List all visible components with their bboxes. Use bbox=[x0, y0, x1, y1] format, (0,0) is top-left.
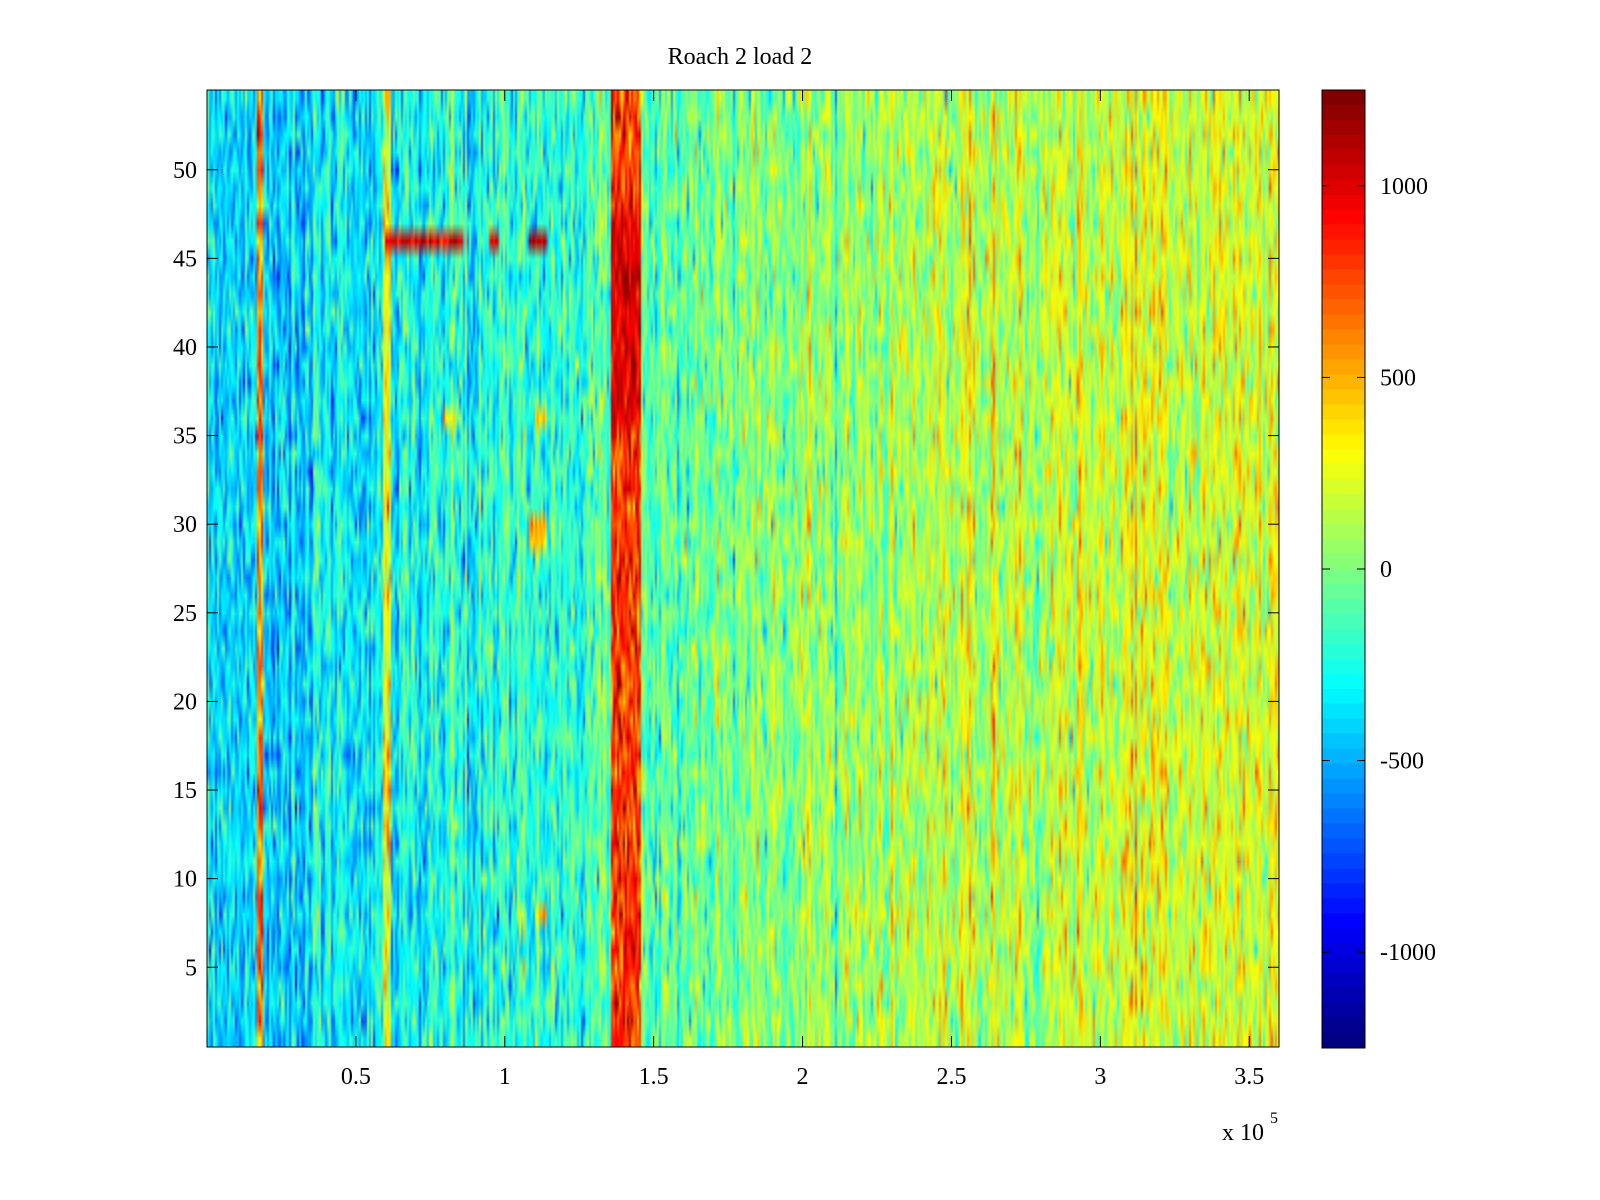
chart-title: Roach 2 load 2 bbox=[668, 44, 813, 70]
heatmap-image bbox=[207, 90, 1279, 1047]
y-tick-label: 35 bbox=[173, 424, 197, 450]
heatmap-plot-area: 0.5 1 1.5 2 2.5 3 3.5 5 10 15 20 25 30 35 40 45 50 bbox=[173, 89, 1280, 1090]
x-tick-label: 0.5 bbox=[341, 1064, 371, 1090]
colorbar-tick-label: -500 bbox=[1380, 749, 1424, 775]
y-tick-label: 50 bbox=[173, 158, 197, 184]
colorbar-tick-label: -1000 bbox=[1380, 940, 1436, 966]
x-tick-label: 2.5 bbox=[936, 1064, 966, 1090]
plot-frame bbox=[206, 89, 1280, 1048]
y-tick-label: 20 bbox=[173, 689, 197, 715]
y-tick-label: 10 bbox=[173, 867, 197, 893]
y-tick-label: 15 bbox=[173, 778, 197, 804]
x-axis-exponent-power: 5 bbox=[1270, 1110, 1278, 1127]
x-tick-label: 1 bbox=[499, 1064, 511, 1090]
colorbar: -1000 -500 0 500 1000 bbox=[1321, 89, 1436, 1049]
colorbar-ticks: -1000 -500 0 500 1000 bbox=[1322, 174, 1436, 966]
y-tick-label: 40 bbox=[173, 335, 197, 361]
x-axis-exponent-label: x 10 5 bbox=[1222, 1110, 1278, 1146]
colorbar-tick-label: 500 bbox=[1380, 365, 1416, 391]
x-tick-label: 3 bbox=[1094, 1064, 1106, 1090]
x-axis-ticks: 0.5 1 1.5 2 2.5 3 3.5 bbox=[341, 90, 1264, 1090]
y-axis-ticks: 5 10 15 20 25 30 35 40 45 50 bbox=[173, 158, 1279, 981]
x-axis-exponent-base: x 10 bbox=[1222, 1120, 1264, 1146]
y-tick-label: 45 bbox=[173, 246, 197, 272]
x-tick-label: 2 bbox=[797, 1064, 809, 1090]
y-tick-label: 25 bbox=[173, 601, 197, 627]
y-tick-label: 30 bbox=[173, 512, 197, 538]
x-tick-label: 3.5 bbox=[1234, 1064, 1264, 1090]
colorbar-tick-label: 1000 bbox=[1380, 174, 1428, 200]
y-tick-label: 5 bbox=[185, 955, 197, 981]
x-tick-label: 1.5 bbox=[639, 1064, 669, 1090]
colorbar-tick-label: 0 bbox=[1380, 557, 1392, 583]
